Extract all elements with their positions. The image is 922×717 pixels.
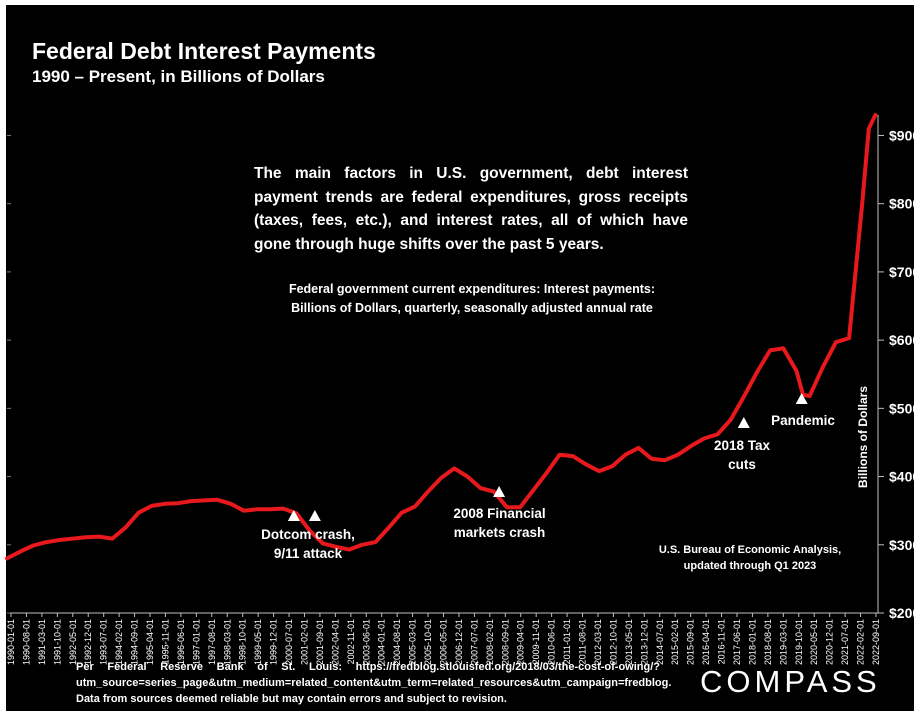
x-tick-label: 2000-07-01: [284, 619, 294, 665]
source-line-2: updated through Q1 2023: [683, 560, 817, 572]
x-tick-label: 1991-10-01: [52, 619, 62, 665]
series-description-line-1: Federal government current expenditures:…: [288, 282, 656, 296]
annotation-tax-cuts: 2018 Tax cuts: [700, 436, 784, 474]
chart-title: Federal Debt Interest Payments: [32, 38, 376, 64]
annotation-tax-line-2: cuts: [728, 457, 756, 472]
annotation-marker: [287, 510, 300, 521]
x-tick-label: 2008-09-01: [500, 619, 510, 665]
x-tick-label: 1993-07-01: [99, 619, 109, 665]
x-tick-label: 1994-09-01: [130, 619, 140, 665]
x-tick-label: 2012-03-01: [593, 619, 603, 665]
x-tick-label: 2017-06-01: [732, 619, 742, 665]
x-tick-label: 2002-04-01: [330, 619, 340, 665]
compass-logo: COMPASS: [700, 664, 881, 699]
y-tick-label: $700: [889, 264, 920, 280]
series-description-line-2: Billions of Dollars, quarterly, seasonal…: [291, 301, 653, 315]
y-tick-label: $900: [889, 127, 920, 143]
x-tick-label: 2020-05-01: [809, 619, 819, 665]
x-tick-label: 1994-02-01: [114, 619, 124, 665]
x-tick-label: 2022-02-01: [856, 619, 866, 665]
x-tick-label: 1990-01-01: [6, 619, 16, 665]
source-note: U.S. Bureau of Economic Analysis, update…: [650, 542, 850, 574]
x-tick-label: 1995-04-01: [145, 619, 155, 665]
x-tick-label: 2009-11-01: [531, 619, 541, 664]
y-tick-label: $600: [889, 332, 920, 348]
x-tick-label: 2018-01-01: [747, 619, 757, 665]
x-tick-label: 2004-01-01: [377, 619, 387, 665]
x-tick-label: 2001-09-01: [315, 619, 325, 665]
x-tick-label: 2019-03-01: [778, 619, 788, 665]
marker-layer: [287, 393, 808, 521]
series-layer: [5, 113, 878, 561]
x-tick-label: 1999-12-01: [269, 619, 279, 665]
annotation-marker: [308, 510, 321, 521]
x-tick-label: 1991-03-01: [37, 619, 47, 665]
x-tick-label: 2018-08-01: [763, 619, 773, 665]
x-tick-label: 2022-09-01: [871, 619, 881, 665]
annotation-marker: [737, 417, 750, 428]
annotation-marker: [493, 486, 506, 497]
x-tick-label: 1999-05-01: [253, 619, 263, 665]
annotation-pandemic-line-1: Pandemic: [771, 413, 835, 428]
x-tick-label: 2006-12-01: [454, 619, 464, 665]
x-tick-label: 2013-05-01: [624, 619, 634, 665]
y-tick-label: $400: [889, 469, 920, 485]
x-tick-label: 2003-06-01: [361, 619, 371, 665]
x-tick-label: 1996-06-01: [176, 619, 186, 665]
x-tick-label: 1992-05-01: [68, 619, 78, 665]
x-tick-label: 2010-06-01: [547, 619, 557, 665]
x-tick-label: 2013-12-01: [639, 619, 649, 665]
annotation-dotcom: Dotcom crash, 9/11 attack: [248, 525, 368, 563]
x-tick-label: 2006-05-01: [439, 619, 449, 665]
x-tick-label: 2019-10-01: [794, 619, 804, 665]
x-tick-label: 2016-11-01: [717, 619, 727, 664]
x-tick-label: 2002-11-01: [346, 619, 356, 664]
series-description: Federal government current expenditures:…: [262, 280, 682, 318]
x-tick-label: 2009-04-01: [516, 619, 526, 665]
x-tick-label: 1998-10-01: [238, 619, 248, 665]
chart-subtitle: 1990 – Present, in Billions of Dollars: [32, 67, 325, 86]
x-tick-label: 2014-07-01: [655, 619, 665, 665]
x-tick-label: 1995-11-01: [160, 619, 170, 664]
annotation-marker: [795, 393, 808, 404]
x-tick-label: 2015-02-01: [670, 619, 680, 665]
x-tick-label: 1998-03-01: [222, 619, 232, 665]
x-tick-label: 2011-08-01: [578, 619, 588, 664]
y-tick-label: $300: [889, 537, 920, 553]
annotation-2008: 2008 Financial markets crash: [437, 504, 562, 542]
y-axis-label: Billions of Dollars: [856, 385, 870, 489]
annotation-2008-line-2: markets crash: [453, 525, 546, 540]
series-line-interest-payments: [5, 113, 878, 561]
main-factors-note: The main factors in U.S. government, deb…: [254, 165, 688, 253]
annotation-pandemic: Pandemic: [760, 411, 846, 430]
annotation-dotcom-line-1: Dotcom crash,: [261, 527, 355, 542]
x-tick-label: 2021-07-01: [840, 619, 850, 665]
source-line-1: U.S. Bureau of Economic Analysis,: [658, 544, 842, 556]
y-tick-label: $200: [889, 605, 920, 621]
annotation-dotcom-line-2: 9/11 attack: [273, 546, 343, 561]
annotation-2008-line-1: 2008 Financial: [453, 506, 546, 521]
chart-panel: [6, 5, 914, 711]
x-tick-label: 1990-08-01: [21, 619, 31, 665]
x-tick-label: 2005-03-01: [408, 619, 418, 665]
x-tick-label: 1997-01-01: [191, 619, 201, 665]
x-tick-label: 2020-12-01: [825, 619, 835, 665]
x-tick-label: 2007-07-01: [469, 619, 479, 665]
x-tick-label: 2001-02-01: [299, 619, 309, 665]
y-tick-label: $800: [889, 196, 920, 212]
y-tick-label: $500: [889, 400, 920, 416]
x-tick-label: 2016-04-01: [701, 619, 711, 665]
x-tick-label: 2008-02-01: [485, 619, 495, 665]
footer-citation: Per Federal Reserve Bank of St. Louis: h…: [76, 661, 672, 705]
x-tick-label: 1992-12-01: [83, 619, 93, 665]
x-tick-label: 1997-08-01: [207, 619, 217, 665]
x-tick-label: 2011-01-01: [562, 619, 572, 664]
x-tick-label: 2005-10-01: [423, 619, 433, 665]
annotation-tax-line-1: 2018 Tax: [713, 438, 771, 453]
axis-layer: $200 $300 $400 $500 $600 $700 $800 $900 1990-01-…: [6, 115, 920, 665]
x-tick-label: 2012-10-01: [608, 619, 618, 665]
x-tick-label: 2015-09-01: [686, 619, 696, 665]
x-tick-label: 2004-08-01: [392, 619, 402, 665]
